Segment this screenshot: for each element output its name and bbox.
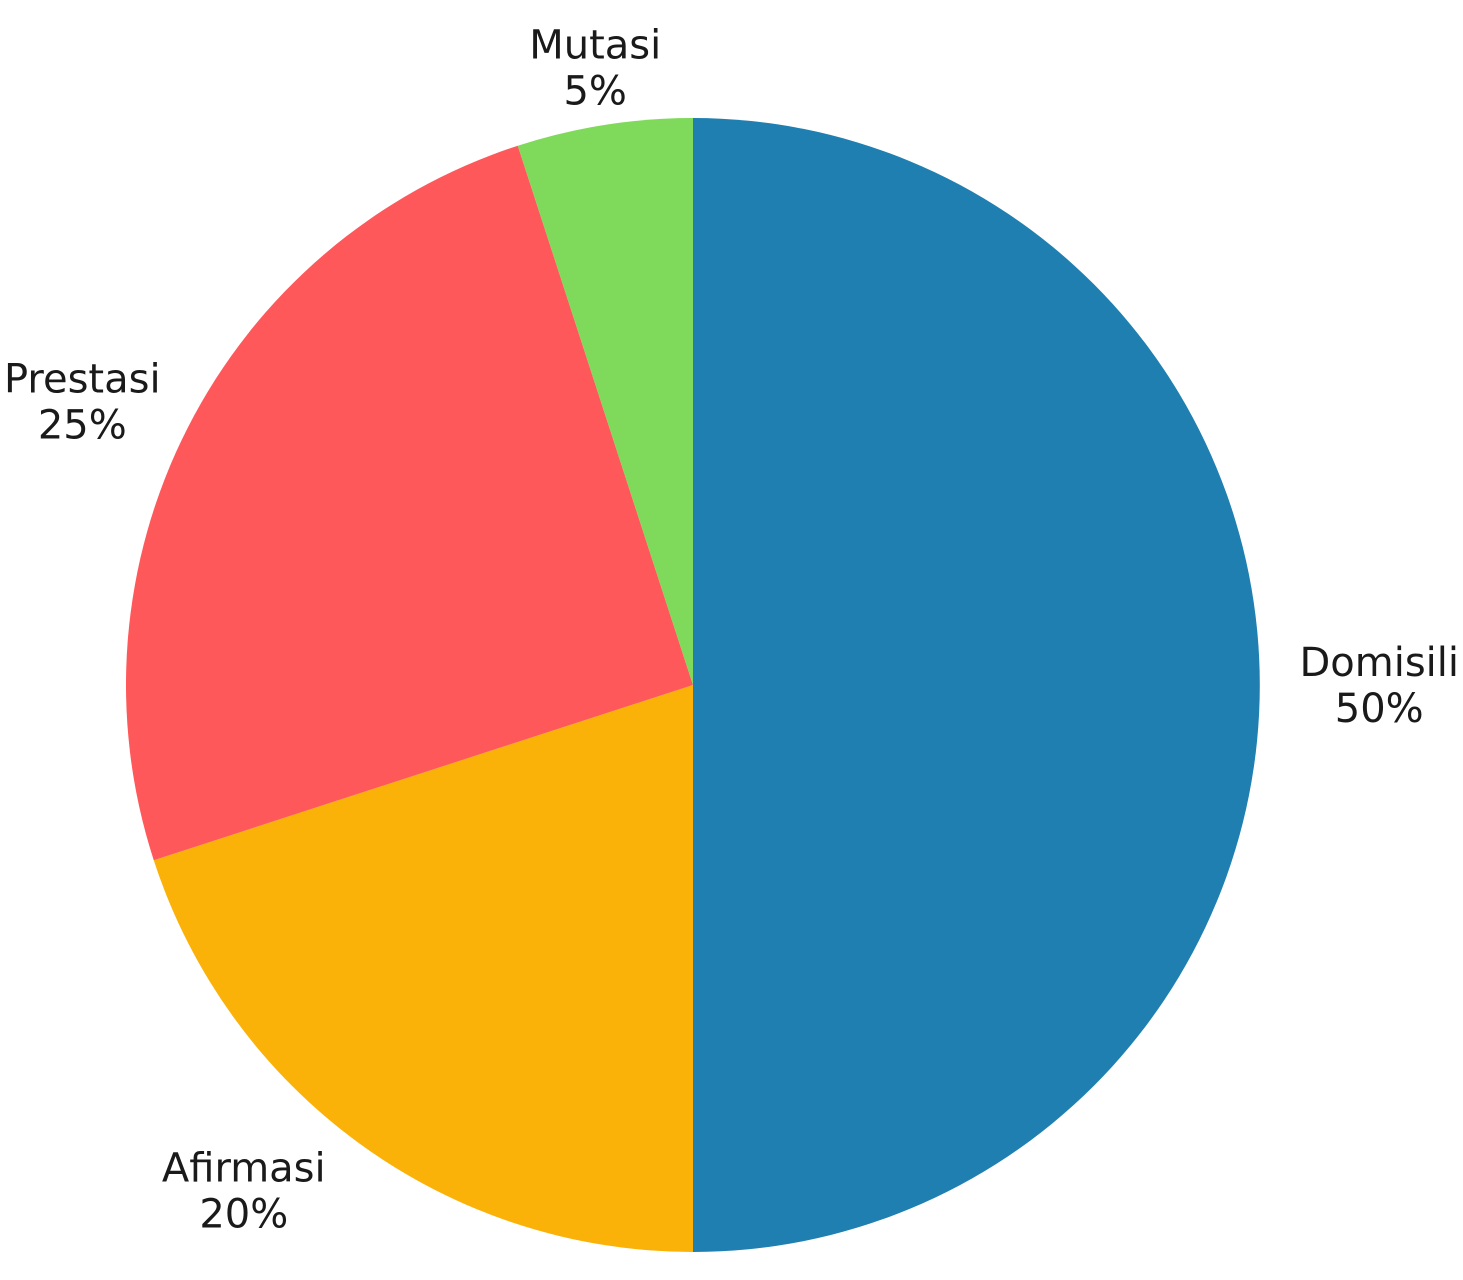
slice-label-mutasi: Mutasi (529, 23, 661, 69)
pie-slice-afirmasi (153, 685, 693, 1252)
pie-slice-prestasi (125, 145, 693, 861)
slice-value-afirmasi: 20% (199, 1192, 288, 1238)
pie-slice-mutasi (517, 118, 693, 685)
slice-label-prestasi: Prestasi (4, 356, 161, 402)
slice-value-mutasi: 5% (563, 69, 626, 115)
pie-slice-domisili (693, 118, 1260, 1252)
slice-value-prestasi: 25% (38, 402, 127, 448)
slice-value-domisili: 50% (1335, 686, 1424, 732)
slice-label-afirmasi: Afirmasi (162, 1146, 326, 1192)
pie-slices (125, 118, 1260, 1252)
slice-label-domisili: Domisili (1299, 640, 1459, 686)
